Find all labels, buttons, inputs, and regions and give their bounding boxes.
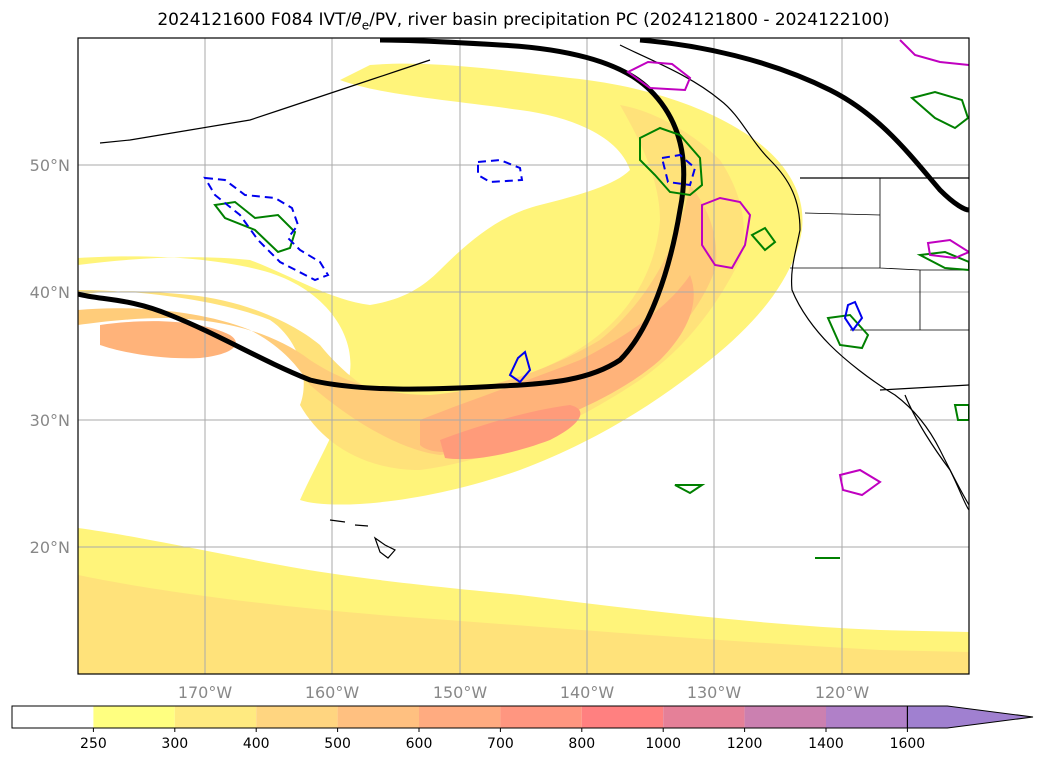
lon-label-140w: 140°W [560,683,615,702]
colorbar-outline [11,705,908,729]
colorbar-tick-label: 700 [487,736,514,752]
green-contour-5 [826,313,870,350]
colorbar-segment [744,706,826,728]
pv-contour-main [78,38,687,392]
coastlines [99,44,969,559]
green-contour-4 [909,90,969,130]
colorbar-segment [826,706,908,728]
blue-dashed-contour-3 [660,153,697,187]
colorbar-tick-label: 300 [161,736,188,752]
title-prefix: 2024121600 F084 IVT/ [157,10,352,30]
lon-label-130w: 130°W [687,683,742,702]
ivt-fill-500 [100,321,236,359]
magenta-contours [626,39,969,497]
blue-contours [203,153,864,384]
colorbar-tick-label: 500 [324,736,351,752]
colorbar-segment [581,706,664,728]
lat-label-20: 20°N [30,538,70,557]
lon-label-170w: 170°W [178,683,233,702]
colorbar-segment [174,706,257,728]
green-contours [213,90,969,559]
colorbar-tick-label: 800 [568,736,595,752]
pv-contour-north [639,38,969,213]
title-suffix: /PV, river basin precipitation PC (20241… [369,10,890,30]
blue-dashed-contour-2 [477,158,524,184]
blue-contour-4 [508,350,532,384]
lat-label-30: 30°N [30,411,70,430]
lon-label-160w: 160°W [305,683,360,702]
colorbar-tick-label: 1000 [645,736,681,752]
coast-aleutians [99,59,431,144]
colorbar-tick-label: 400 [243,736,270,752]
magenta-contour-5 [899,39,969,66]
lon-labels: 170°W 160°W 150°W 140°W 130°W 120°W [178,683,870,702]
colorbar-tick-label: 1600 [890,736,926,752]
colorbar-segment [663,706,745,728]
green-contour-1 [213,200,297,254]
green-contour-2 [639,126,704,197]
state-borders [790,178,969,331]
magenta-contour-3 [838,468,882,497]
map-frame [77,37,970,675]
ivt-fill-600 [440,405,581,460]
title-theta-sub: e [361,18,370,33]
colorbar-segment [337,706,419,728]
lon-label-120w: 120°W [815,683,870,702]
ivt-fill-500-b [420,275,694,452]
title-theta: θ [351,10,362,30]
map-gridlines [78,38,969,674]
colorbar-tick-label: 1400 [808,736,844,752]
colorbar-extend-arrow [906,705,1034,729]
magenta-contour-2 [626,60,692,92]
colorbar-tick-label: 600 [406,736,433,752]
lat-label-50: 50°N [30,156,70,175]
ivt-fill-layer [78,63,969,674]
magenta-contour-4 [926,238,969,260]
border-us-mexico [879,384,969,391]
colorbar-segment [500,706,582,728]
chart-title: 2024121600 F084 IVT/θe/PV, river basin p… [0,10,1047,32]
colorbar-segment [93,706,175,728]
lat-labels: 50°N 40°N 30°N 20°N [30,156,70,557]
lat-label-40: 40°N [30,283,70,302]
green-contour-6 [674,484,706,495]
map-area [78,38,969,674]
coast-north-america [619,44,969,506]
lon-label-150w: 150°W [433,683,488,702]
ivt-fill-300-south [78,575,969,674]
blue-contour-5 [843,300,864,332]
blue-dashed-contour-1 [203,176,330,282]
green-contour-3 [750,226,777,252]
coast-baja [904,394,969,511]
green-contour-8 [916,250,969,272]
colorbar-tick-label: 250 [80,736,107,752]
colorbar-segment [419,706,501,728]
colorbar-tick-label: 1200 [727,736,763,752]
ivt-fill-250 [78,63,803,505]
green-contour-9 [953,404,969,421]
colorbar: 250 300 400 500 600 700 800 1000 1200 1400 1600 [11,705,1034,752]
colorbar-segment [256,706,338,728]
colorbar-segment [12,706,94,728]
magenta-contour-1 [701,196,752,270]
coast-hawaii [329,519,396,559]
